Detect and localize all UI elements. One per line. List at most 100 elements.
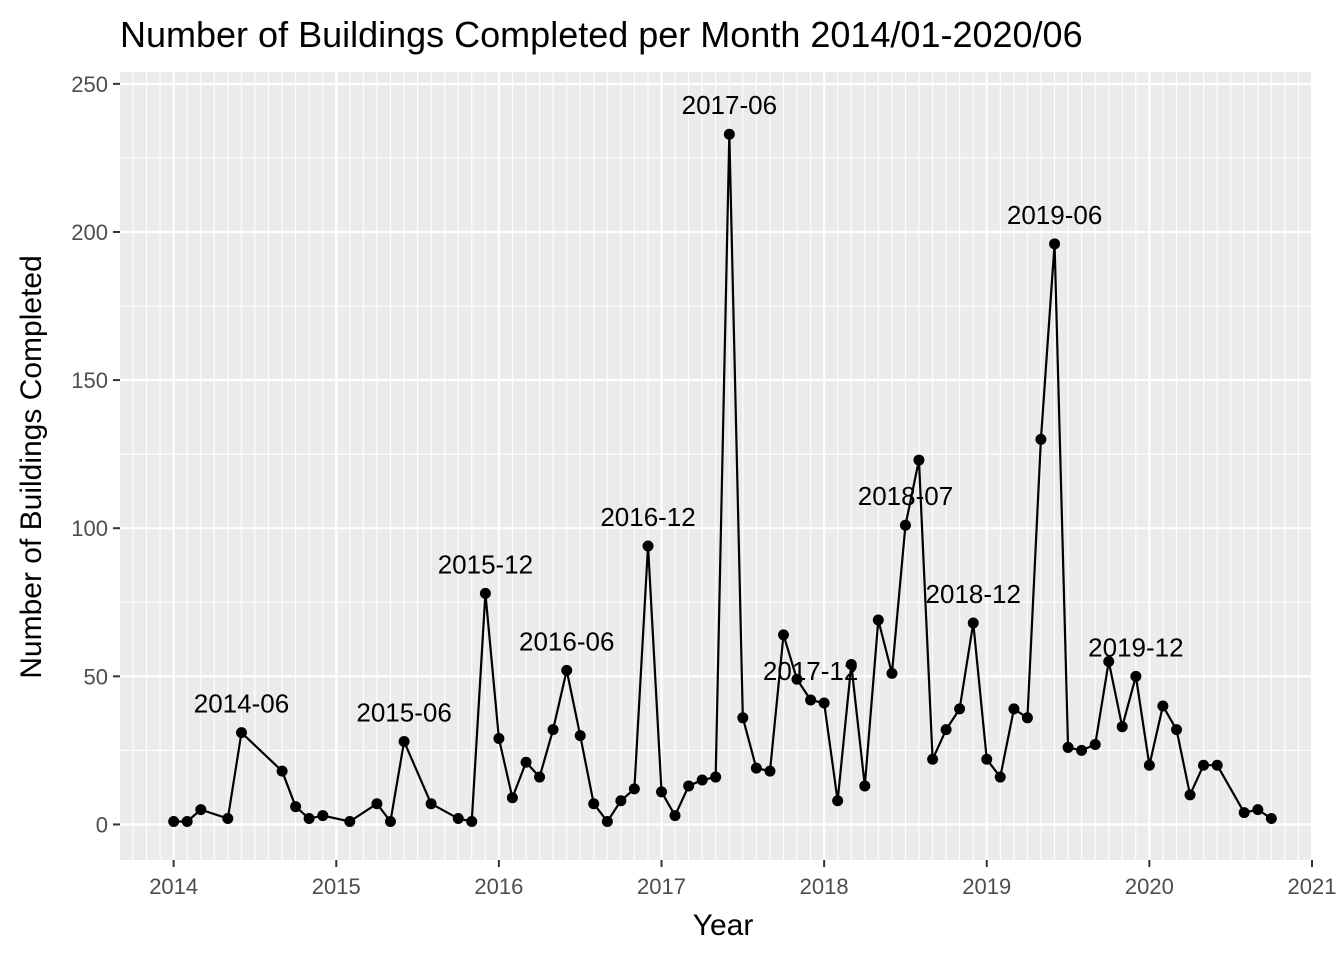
x-axis-title: Year <box>693 909 754 942</box>
data-point <box>506 792 518 804</box>
x-tick-label: 2017 <box>637 874 686 899</box>
data-point <box>642 540 654 552</box>
data-point <box>696 774 708 786</box>
data-point <box>235 727 247 739</box>
y-tick-label: 50 <box>84 664 108 689</box>
data-point <box>384 815 396 827</box>
data-point <box>832 795 844 807</box>
y-tick-label: 100 <box>71 516 108 541</box>
x-tick-label: 2021 <box>1288 874 1337 899</box>
data-point <box>1089 738 1101 750</box>
data-point <box>195 804 207 816</box>
data-point <box>493 733 505 745</box>
y-tick-label: 250 <box>71 72 108 97</box>
data-point <box>466 815 478 827</box>
data-point <box>1184 789 1196 801</box>
data-point <box>222 813 234 825</box>
major-grid <box>120 72 1314 860</box>
y-tick-label: 150 <box>71 368 108 393</box>
data-point <box>927 753 939 765</box>
x-tick-label: 2018 <box>800 874 849 899</box>
annotation-label: 2015-12 <box>438 549 533 579</box>
data-point <box>1049 238 1061 250</box>
data-point <box>1021 712 1033 724</box>
data-point <box>1076 744 1088 756</box>
data-point <box>398 736 410 748</box>
data-point <box>954 703 966 715</box>
data-point <box>520 756 532 768</box>
data-point <box>1035 433 1047 445</box>
y-tick-label: 200 <box>71 220 108 245</box>
data-point <box>181 815 193 827</box>
data-point <box>791 673 803 685</box>
data-point <box>561 664 573 676</box>
annotations: 2014-06 2015-06 2015-12 2016-06 2016-12 2017-… <box>194 90 1184 727</box>
data-point <box>479 587 491 599</box>
data-point <box>303 813 315 825</box>
data-point <box>1130 670 1142 682</box>
data-point <box>1252 804 1264 816</box>
annotation-label: 2019-06 <box>1007 200 1102 230</box>
data-point <box>1198 759 1210 771</box>
data-point <box>710 771 722 783</box>
data-point <box>1238 807 1250 819</box>
data-point <box>425 798 437 810</box>
data-points <box>168 128 1277 827</box>
annotation-label: 2017-12 <box>763 656 858 686</box>
data-point <box>534 771 546 783</box>
x-tick-label: 2014 <box>149 874 198 899</box>
chart-title: Number of Buildings Completed per Month … <box>120 14 1083 55</box>
annotation-label: 2017-06 <box>682 90 777 120</box>
annotation-label: 2019-12 <box>1088 632 1183 662</box>
data-point <box>1265 813 1277 825</box>
data-point <box>737 712 749 724</box>
data-point <box>1211 759 1223 771</box>
data-point <box>981 753 993 765</box>
x-tick-label: 2015 <box>312 874 361 899</box>
data-point <box>656 786 668 798</box>
data-point <box>777 629 789 641</box>
x-tick-label: 2016 <box>474 874 523 899</box>
data-point <box>940 724 952 736</box>
data-point <box>886 667 898 679</box>
data-point <box>1171 724 1183 736</box>
data-point <box>872 614 884 626</box>
data-point <box>994 771 1006 783</box>
y-tick-label: 0 <box>96 812 108 837</box>
data-point <box>628 783 640 795</box>
data-point <box>344 815 356 827</box>
annotation-label: 2015-06 <box>356 698 451 728</box>
axes: 2014 2015 2016 2017 2018 2019 2020 2021 0 50 100 15… <box>71 72 1336 899</box>
data-point <box>371 798 383 810</box>
data-point <box>818 697 830 709</box>
data-point <box>1008 703 1020 715</box>
data-point <box>290 801 302 813</box>
data-point <box>1062 741 1074 753</box>
data-point <box>1143 759 1155 771</box>
annotation-label: 2018-12 <box>926 579 1021 609</box>
data-point <box>168 815 180 827</box>
data-point <box>899 519 911 531</box>
data-point <box>574 730 586 742</box>
data-point <box>723 128 735 140</box>
data-point <box>845 658 857 670</box>
data-point <box>913 454 925 466</box>
annotation-label: 2016-06 <box>519 626 614 656</box>
data-point <box>317 810 329 822</box>
data-point <box>615 795 627 807</box>
data-point <box>1157 700 1169 712</box>
data-point <box>683 780 695 792</box>
y-axis-title: Number of Buildings Completed <box>15 255 48 679</box>
annotation-label: 2016-12 <box>600 502 695 532</box>
annotation-label: 2018-07 <box>858 481 953 511</box>
data-point <box>452 813 464 825</box>
data-point <box>859 780 871 792</box>
x-tick-label: 2020 <box>1125 874 1174 899</box>
data-point <box>669 810 681 822</box>
data-point <box>547 724 559 736</box>
data-point <box>601 815 613 827</box>
data-point <box>1103 656 1115 668</box>
data-point <box>764 765 776 777</box>
data-point <box>1116 721 1128 733</box>
